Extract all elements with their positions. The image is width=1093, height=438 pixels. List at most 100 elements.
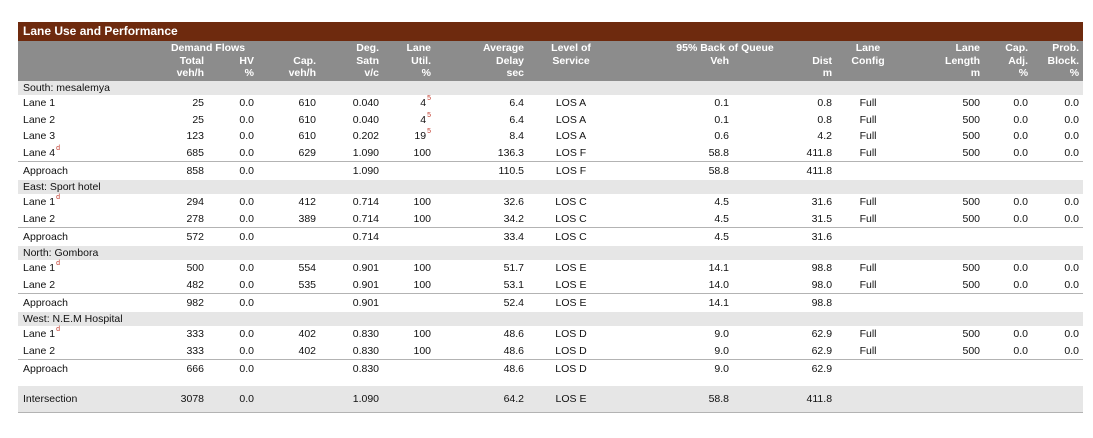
intersection-label: Intersection (18, 385, 158, 412)
los-cell: LOS A (528, 95, 614, 112)
length-cell-value: 500 (962, 262, 981, 275)
total-cell: 500 (158, 260, 208, 277)
length-cell: 500 (900, 144, 984, 161)
hv-cell: 0.0 (208, 128, 258, 145)
header-average: Average (435, 41, 529, 55)
util-footnote-marker: 5 (427, 95, 432, 103)
total-cell: 572 (158, 226, 208, 246)
empty-cell (258, 358, 321, 378)
approach-name: West: N.E.M Hospital (18, 311, 1084, 326)
total-cell: 982 (158, 292, 208, 312)
total-cell: 666 (158, 358, 208, 378)
util-cell: 45 (383, 111, 435, 128)
satn-cell-value: 1.090 (352, 146, 380, 159)
los-cell: LOS A (528, 111, 614, 128)
los-cell: LOS A (528, 128, 614, 145)
hv-cell: 0.0 (208, 210, 258, 227)
satn-cell: 0.714 (320, 210, 383, 227)
total-cell: 333 (158, 326, 208, 343)
length-cell: 500 (900, 111, 984, 128)
veh-cell: 0.1 (614, 95, 733, 112)
approach-summary-row: Approach 858 0.0 1.090 110.5 LOS F 58.8 411.8 (18, 160, 1084, 180)
total-cell: 685 (158, 144, 208, 161)
cap-cell: 610 (258, 95, 320, 112)
lane-label-cell: Lane 2 (18, 210, 158, 227)
header-cap-unit: veh/h (258, 67, 321, 81)
lane-label-cell: Lane 1d (18, 194, 158, 211)
hv-cell: 0.0 (208, 276, 258, 293)
cap-cell: 389 (258, 210, 320, 227)
header-satn-unit: v/c (320, 67, 384, 81)
lane-label: Lane 1 (23, 262, 56, 275)
cap-cell-value: 610 (298, 97, 317, 110)
veh-cell: 58.8 (614, 385, 734, 412)
hv-cell: 0.0 (208, 292, 259, 312)
cap-cell: 629 (258, 144, 320, 161)
satn-cell-value: 0.901 (352, 262, 380, 275)
header-hv-unit: % (208, 67, 259, 81)
util-cell-value: 100 (413, 212, 432, 225)
delay-cell: 6.4 (435, 95, 528, 112)
delay-cell: 136.3 (435, 144, 528, 161)
satn-cell: 0.830 (320, 358, 384, 378)
cap-cell-value: 629 (298, 146, 317, 159)
length-cell-value: 500 (962, 97, 981, 110)
util-cell-value: 4 (420, 113, 427, 126)
total-cell-value: 25 (192, 113, 204, 126)
adj-cell: 0.0 (984, 326, 1032, 343)
satn-cell: 0.901 (320, 292, 384, 312)
dist-cell-value: 411.8 (806, 146, 833, 159)
empty-cell (836, 160, 901, 180)
delay-cell-value: 53.1 (503, 278, 525, 291)
lane-performance-table: Demand Flows Deg. Lane Average Level of … (18, 41, 1084, 412)
dist-cell: 62.9 (733, 358, 837, 378)
length-cell: 500 (900, 260, 984, 277)
lane-footnote-marker: d (56, 260, 61, 268)
empty-cell (984, 358, 1033, 378)
lane-label: Lane 2 (23, 278, 56, 291)
satn-cell: 1.090 (320, 160, 384, 180)
util-cell-value: 100 (413, 278, 432, 291)
satn-cell: 0.901 (320, 276, 383, 293)
lane-footnote-marker: d (56, 326, 61, 334)
header-blank (836, 67, 901, 81)
veh-cell-value: 4.5 (714, 212, 730, 225)
header-back-of-queue: 95% Back of Queue (614, 41, 837, 55)
total-cell-value: 333 (186, 344, 204, 357)
block-cell: 0.0 (1032, 95, 1083, 112)
satn-cell: 0.830 (320, 342, 383, 359)
dist-cell: 0.8 (733, 95, 836, 112)
util-cell: 100 (383, 326, 435, 343)
empty-cell (1032, 385, 1084, 412)
veh-cell-value: 9.0 (714, 328, 730, 341)
approach-group-row: West: N.E.M Hospital (18, 311, 1084, 326)
empty-cell (900, 358, 985, 378)
delay-cell-value: 136.3 (497, 146, 525, 159)
delay-cell: 34.2 (435, 210, 528, 227)
config-cell: Full (836, 342, 900, 359)
approach-summary-row: Approach 982 0.0 0.901 52.4 LOS E 14.1 98.8 (18, 292, 1084, 312)
delay-cell: 6.4 (435, 111, 528, 128)
config-cell: Full (836, 210, 900, 227)
block-cell-value: 0.0 (1064, 344, 1080, 357)
empty-cell (984, 226, 1033, 246)
config-cell: Full (836, 260, 900, 277)
satn-cell-value: 0.040 (352, 113, 380, 126)
lane-label: Lane 1 (23, 97, 56, 110)
length-cell-value: 500 (962, 212, 981, 225)
delay-cell: 52.4 (435, 292, 529, 312)
los-cell-value: LOS A (555, 130, 587, 143)
lane-use-performance-report: Lane Use and Performance Demand Flows De… (18, 22, 1084, 413)
adj-cell-value: 0.0 (1013, 196, 1029, 209)
block-cell-value: 0.0 (1064, 278, 1080, 291)
spacer-row (18, 378, 1083, 386)
empty-cell (836, 292, 901, 312)
util-cell: 100 (383, 144, 435, 161)
config-cell-value: Full (859, 278, 877, 291)
satn-cell-value: 0.714 (352, 196, 380, 209)
los-cell: LOS D (528, 326, 614, 343)
los-cell: LOS C (528, 226, 615, 246)
approach-summary-row: Approach 572 0.0 0.714 33.4 LOS C 4.5 31.6 (18, 226, 1084, 246)
cap-cell-value: 535 (298, 278, 317, 291)
config-cell-value: Full (859, 262, 877, 275)
